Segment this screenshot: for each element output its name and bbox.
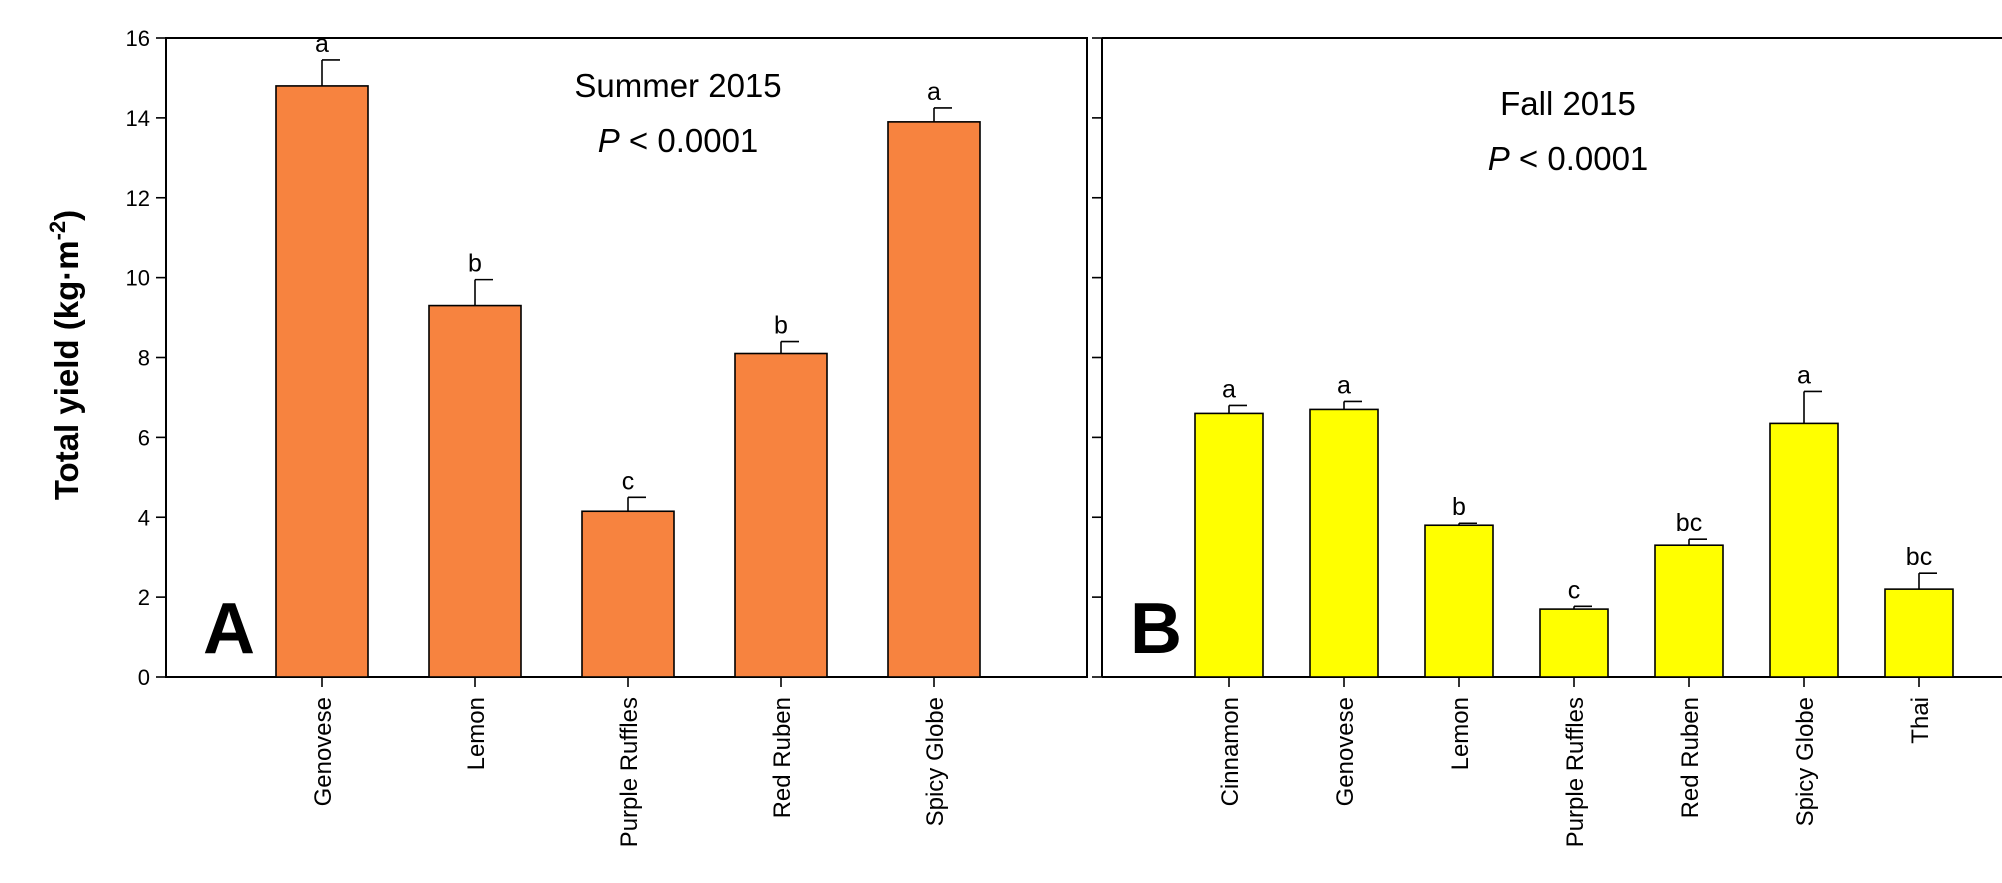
significance-letter: bc <box>1676 509 1702 537</box>
panel-a-p-text: < 0.0001 <box>620 122 759 159</box>
significance-letter: c <box>1568 576 1581 604</box>
significance-letter: b <box>1452 493 1466 521</box>
y-tick-label: 16 <box>126 26 150 51</box>
bar-purple-ruffles <box>581 510 675 678</box>
bar-spicy-globe <box>887 121 981 678</box>
y-tick-label: 6 <box>138 425 150 450</box>
y-axis-title-close: ) <box>48 210 85 221</box>
panel-b-title: Fall 2015 <box>1500 85 1636 122</box>
y-axis-title-exponent: -2 <box>45 221 70 241</box>
x-tick-label: Spicy Globe <box>922 697 949 826</box>
significance-letter: a <box>927 78 941 106</box>
panel-a-bars: a Genovese b Lemon c Purple Ruffles b Red Ruben… <box>275 30 981 847</box>
panel-a-y-axis: 0 2 4 6 8 10 12 14 16 <box>126 26 166 690</box>
x-tick-label: Lemon <box>1447 697 1474 770</box>
panel-b: a Cinnamon a Genovese b Lemon c Purple Ruffles b… <box>1092 37 2002 847</box>
significance-letter: bc <box>1906 543 1932 571</box>
bar-red-ruben <box>1654 544 1724 678</box>
significance-letter: a <box>1337 371 1351 399</box>
panel-b-p-value: P < 0.0001 <box>1488 140 1649 177</box>
y-tick-label: 0 <box>138 665 150 690</box>
bar-genovese <box>1309 408 1379 678</box>
significance-letter: a <box>1797 361 1811 389</box>
bar-spicy-globe <box>1769 422 1839 678</box>
bar-lemon <box>1424 524 1494 678</box>
x-tick-label: Red Ruben <box>1677 697 1704 818</box>
panel-a: 0 2 4 6 8 10 12 14 16 a Genovese b Lemon c Purple Ruf… <box>126 26 1088 847</box>
x-tick-label: Lemon <box>463 697 490 770</box>
panel-b-bars: a Cinnamon a Genovese b Lemon c Purple Ruffles b… <box>1194 361 1954 847</box>
y-tick-label: 10 <box>126 266 150 291</box>
panel-a-p-value: P < 0.0001 <box>598 122 759 159</box>
bar-red-ruben <box>734 352 828 678</box>
y-axis-title-dot: · <box>48 270 85 281</box>
y-tick-label: 12 <box>126 186 150 211</box>
x-tick-label: Purple Ruffles <box>616 697 643 847</box>
x-tick-label: Genovese <box>310 697 337 806</box>
panel-a-title: Summer 2015 <box>574 67 781 104</box>
y-axis-title: Total yield (kg·m-2) <box>45 210 85 500</box>
panel-b-p-text: < 0.0001 <box>1510 140 1649 177</box>
significance-letter: a <box>1222 375 1236 403</box>
significance-letter: b <box>774 312 788 340</box>
panel-b-y-axis <box>1092 37 1102 678</box>
panel-b-p-symbol: P <box>1488 140 1510 177</box>
significance-letter: b <box>468 250 482 278</box>
bar-purple-ruffles <box>1539 608 1609 678</box>
x-tick-label: Red Ruben <box>769 697 796 818</box>
significance-letter: c <box>622 467 635 495</box>
y-tick-label: 4 <box>138 505 150 530</box>
x-tick-label: Genovese <box>1332 697 1359 806</box>
x-tick-label: Spicy Globe <box>1792 697 1819 826</box>
x-tick-label: Purple Ruffles <box>1562 697 1589 847</box>
x-tick-label: Thai <box>1907 697 1934 744</box>
bar-lemon <box>428 304 522 678</box>
bar-genovese <box>275 85 369 678</box>
panel-a-letter: A <box>203 589 255 669</box>
x-tick-label: Cinnamon <box>1217 697 1244 806</box>
y-axis-title-main: Total yield (kg <box>48 281 85 500</box>
y-tick-label: 8 <box>138 346 150 371</box>
y-tick-label: 2 <box>138 585 150 610</box>
panel-b-letter: B <box>1130 589 1182 669</box>
significance-letter: a <box>315 30 329 58</box>
panel-a-p-symbol: P <box>598 122 620 159</box>
y-tick-label: 14 <box>126 106 150 131</box>
bar-cinnamon <box>1194 412 1264 678</box>
bar-thai <box>1884 588 1954 678</box>
y-axis-title-unit: m <box>48 240 85 269</box>
